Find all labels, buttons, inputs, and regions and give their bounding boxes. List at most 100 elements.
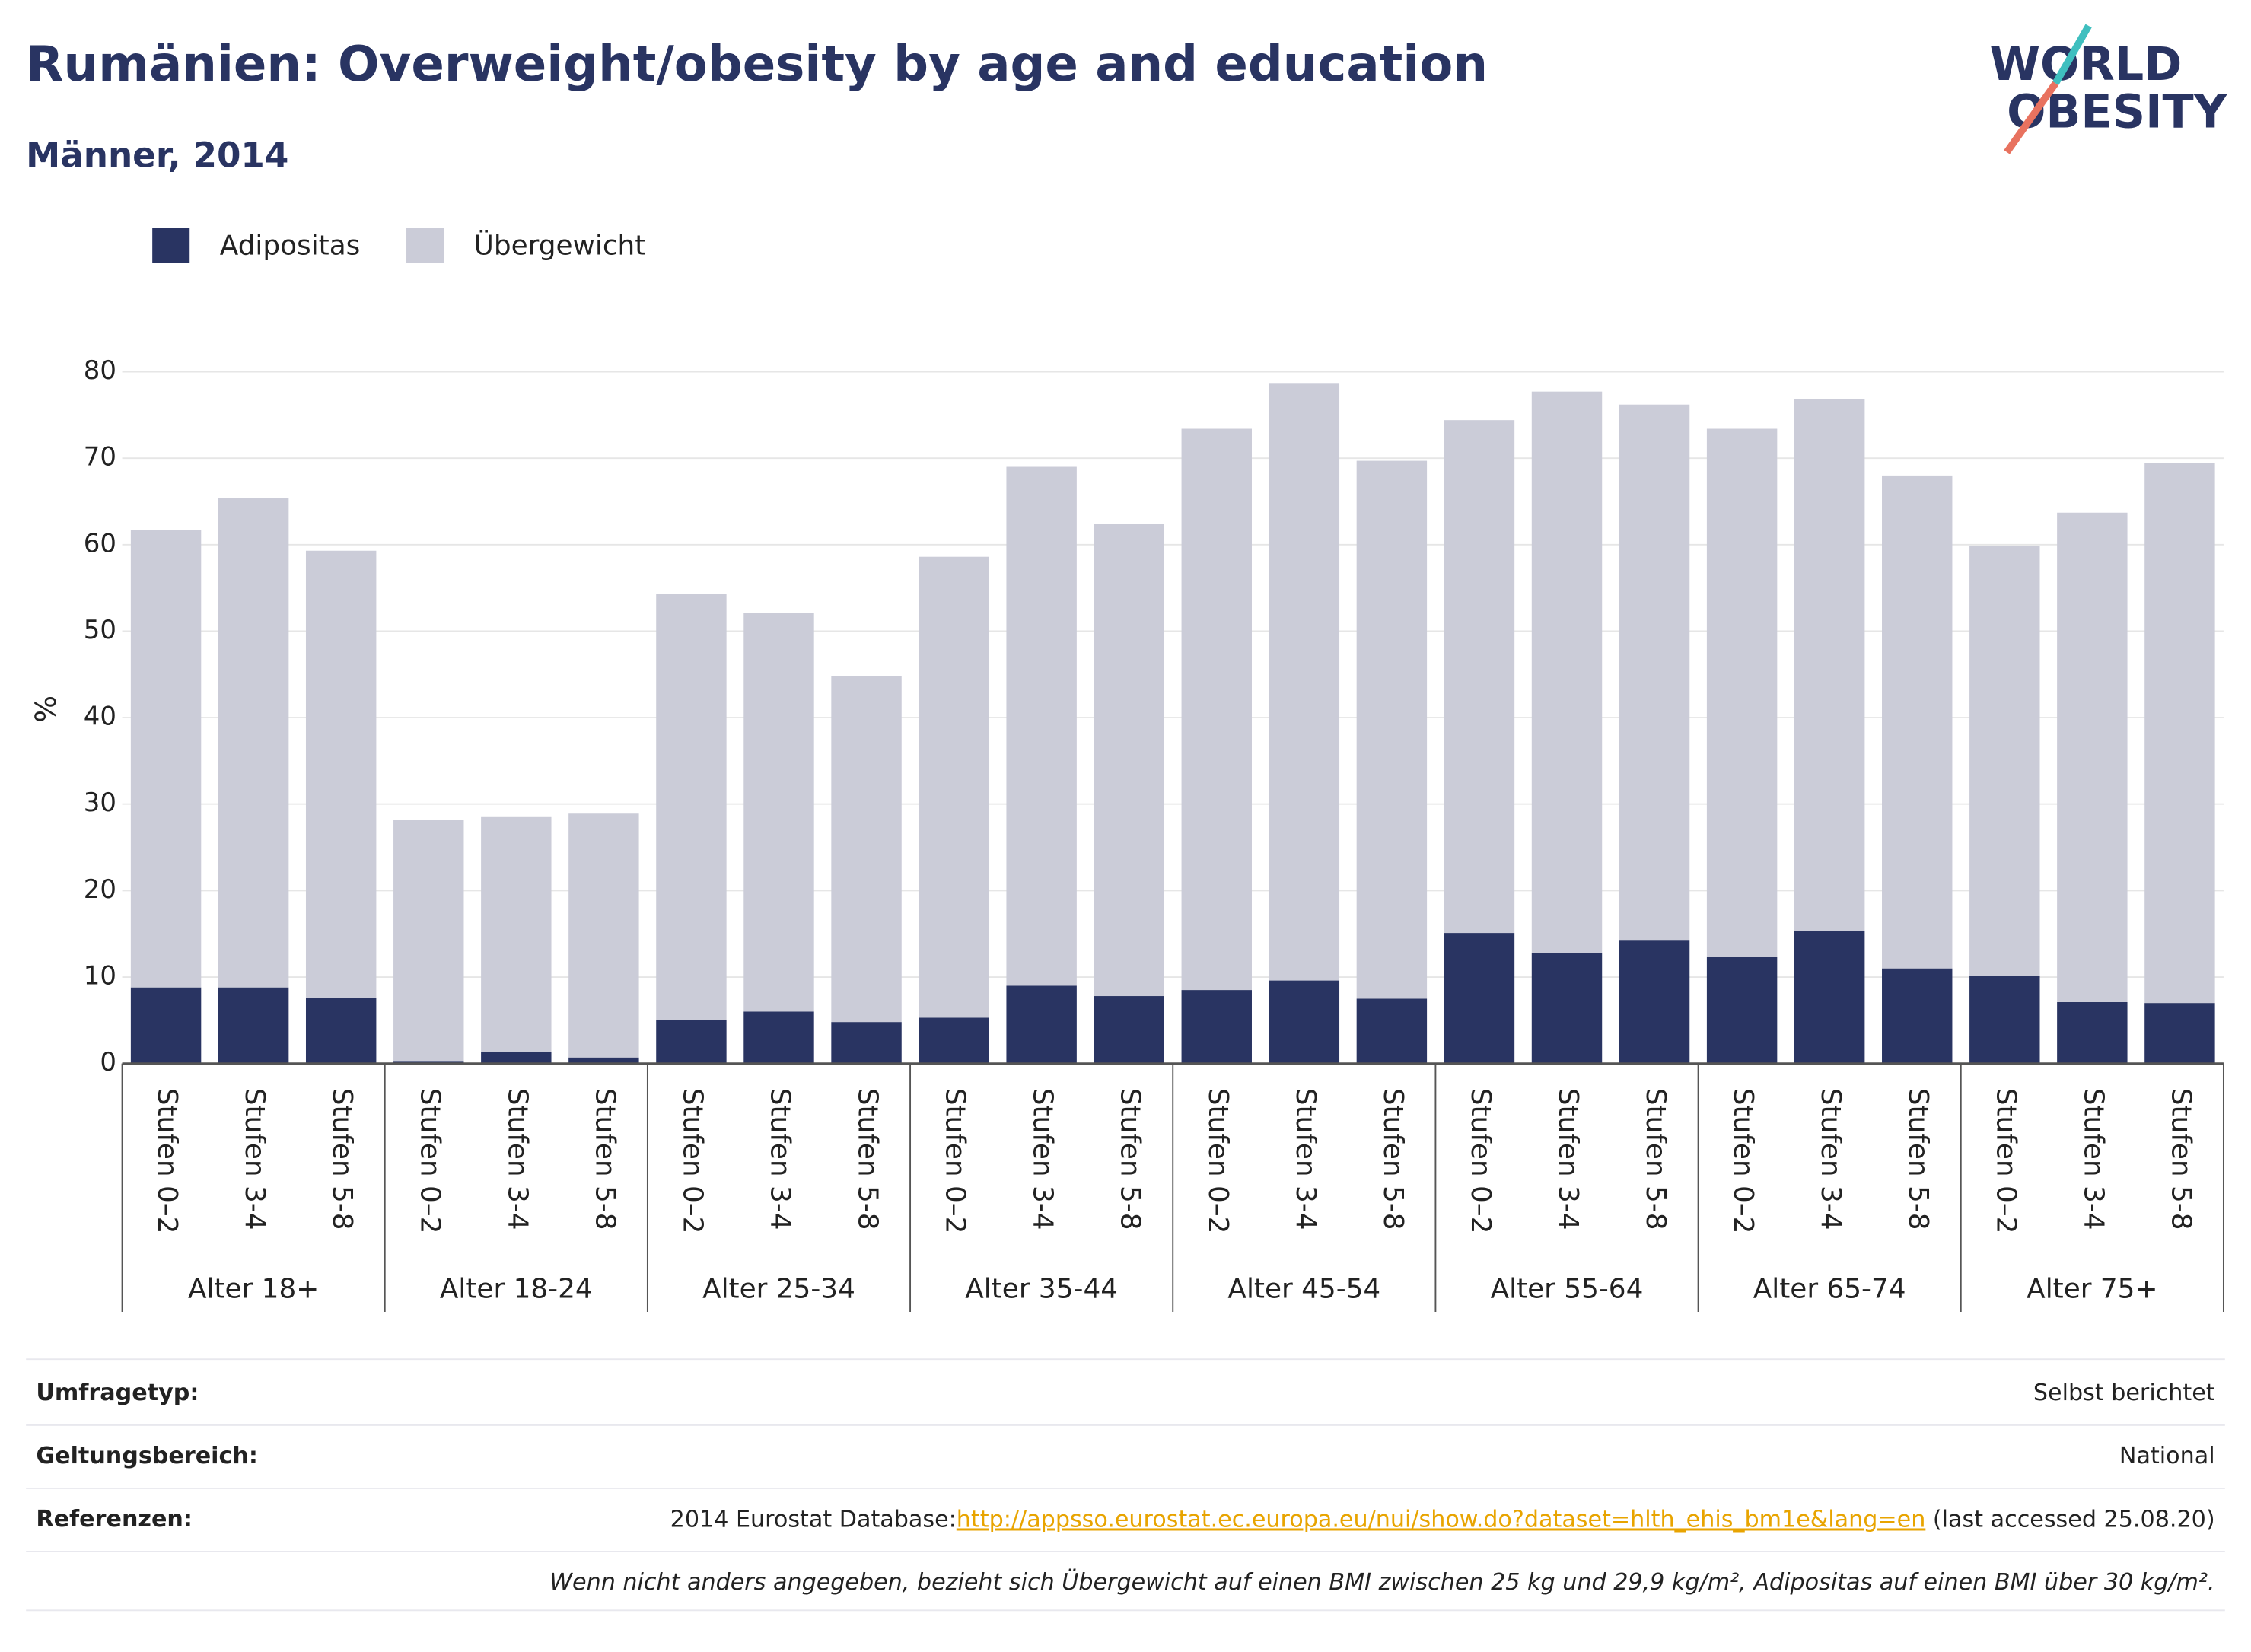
- bar-segment: [481, 816, 552, 1052]
- bar-segment: [1269, 383, 1340, 981]
- table-label: Geltungsbereich:: [36, 1443, 258, 1469]
- bar-segment: [743, 1011, 814, 1064]
- bar-segment: [481, 1052, 552, 1064]
- x-tick-label: Stufen 5-8: [1640, 1088, 1671, 1230]
- bar-segment: [1706, 428, 1778, 957]
- footnote: Wenn nicht anders angegeben, bezieht sic…: [549, 1568, 2214, 1596]
- logo-stroke: [2004, 81, 2059, 154]
- legend-label: Adipositas: [220, 230, 361, 261]
- bar-segment: [919, 1017, 989, 1064]
- y-tick-label: 80: [84, 355, 116, 386]
- bar-segment: [1006, 985, 1077, 1064]
- bar-segment: [1882, 475, 1953, 969]
- y-tick-label: 50: [84, 615, 116, 645]
- bar-segment: [1969, 545, 2040, 976]
- bar-segment: [743, 613, 814, 1012]
- bar-segment: [568, 1057, 639, 1064]
- x-tick-label: Stufen 3-4: [764, 1088, 795, 1230]
- x-tick-label: Stufen 0–2: [940, 1088, 971, 1234]
- y-tick-label: 0: [100, 1047, 116, 1077]
- y-tick-label: 60: [84, 528, 116, 559]
- bar-segment: [2144, 1003, 2215, 1064]
- legend-label: Übergewicht: [474, 229, 646, 261]
- bar-segment: [568, 813, 639, 1058]
- bar-segment: [1006, 466, 1077, 986]
- bar-segment: [1181, 428, 1252, 991]
- reference-link[interactable]: http://appsso.eurostat.ec.europa.eu/nui/…: [957, 1506, 1926, 1533]
- bar-segment: [2057, 1001, 2128, 1064]
- y-tick-label: 30: [84, 788, 116, 818]
- x-tick-label: Stufen 3-4: [1290, 1088, 1321, 1230]
- group-label: Alter 18-24: [440, 1274, 593, 1305]
- y-axis-label: %: [29, 695, 62, 723]
- x-tick-label: Stufen 0–2: [1202, 1088, 1234, 1234]
- reference-suffix: (last accessed 25.08.20): [1925, 1506, 2214, 1533]
- bar-segment: [393, 820, 464, 1062]
- bar-segment: [1531, 953, 1603, 1064]
- bar-segment: [218, 987, 289, 1064]
- bar-segment: [1706, 957, 1778, 1064]
- x-tick-label: Stufen 3-4: [2077, 1088, 2109, 1230]
- group-label: Alter 65-74: [1753, 1274, 1906, 1305]
- y-tick-label: 10: [84, 961, 116, 992]
- x-tick-label: Stufen 3-4: [1815, 1088, 1846, 1230]
- bar-segment: [1444, 420, 1515, 934]
- bar-segment: [1444, 933, 1515, 1064]
- bar-segment: [1794, 399, 1865, 931]
- group-label: Alter 45-54: [1227, 1274, 1380, 1305]
- x-tick-label: Stufen 0–2: [677, 1088, 708, 1234]
- logo-stroke: [2052, 24, 2092, 85]
- x-tick-label: Stufen 0–2: [1990, 1088, 2021, 1234]
- bar-segment: [1619, 940, 1690, 1064]
- x-tick-label: Stufen 5-8: [326, 1088, 358, 1230]
- bar-segment: [831, 1022, 902, 1064]
- bar-segment: [1531, 391, 1603, 953]
- bar-segment: [130, 530, 202, 988]
- bar-segment: [305, 550, 377, 998]
- x-tick-label: Stufen 0–2: [414, 1088, 445, 1234]
- bar-segment: [1094, 524, 1164, 997]
- x-tick-label: Stufen 0–2: [1727, 1088, 1759, 1234]
- legend-swatch: [152, 228, 190, 263]
- bar-segment: [919, 556, 989, 1018]
- x-tick-label: Stufen 0–2: [1465, 1088, 1496, 1234]
- x-tick-label: Stufen 3-4: [1552, 1088, 1584, 1230]
- x-tick-label: Stufen 3-4: [501, 1088, 533, 1230]
- chart-title: Rumänien: Overweight/obesity by age and …: [26, 36, 1488, 93]
- group-label: Alter 18+: [188, 1274, 319, 1305]
- x-tick-label: Stufen 5-8: [589, 1088, 620, 1230]
- x-tick-label: Stufen 0–2: [151, 1088, 183, 1234]
- x-tick-label: Stufen 5-8: [852, 1088, 884, 1230]
- x-tick-label: Stufen 3-4: [239, 1088, 270, 1230]
- bar-segment: [130, 987, 202, 1064]
- table-value: National: [2119, 1443, 2215, 1469]
- bar-segment: [831, 676, 902, 1023]
- group-label: Alter 75+: [2027, 1274, 2157, 1305]
- group-label: Alter 55-64: [1491, 1274, 1644, 1305]
- bar-segment: [2144, 463, 2215, 1004]
- table-value: Selbst berichtet: [2033, 1380, 2215, 1406]
- bar-segment: [2057, 512, 2128, 1002]
- reference-prefix: 2014 Eurostat Database:: [670, 1506, 957, 1533]
- bar-segment: [1094, 996, 1164, 1064]
- bar-segment: [1181, 990, 1252, 1064]
- bar-segment: [1794, 931, 1865, 1064]
- legend-swatch: [406, 228, 444, 263]
- table-label: Umfragetyp:: [36, 1380, 199, 1406]
- group-label: Alter 25-34: [702, 1274, 855, 1305]
- bar-segment: [1356, 460, 1428, 999]
- group-label: Alter 35-44: [965, 1274, 1118, 1305]
- x-tick-label: Stufen 3-4: [1027, 1088, 1059, 1230]
- bar-segment: [1882, 968, 1953, 1064]
- x-tick-label: Stufen 5-8: [1902, 1088, 1934, 1230]
- table-value: 2014 Eurostat Database:http://appsso.eur…: [670, 1506, 2215, 1533]
- x-tick-label: Stufen 5-8: [2165, 1088, 2196, 1230]
- bar-segment: [218, 498, 289, 988]
- bar-segment: [1619, 404, 1690, 941]
- bar-segment: [1269, 980, 1340, 1064]
- logo-text: OBESITY: [2007, 85, 2228, 138]
- y-tick-label: 40: [84, 702, 116, 732]
- x-tick-label: Stufen 5-8: [1377, 1088, 1409, 1230]
